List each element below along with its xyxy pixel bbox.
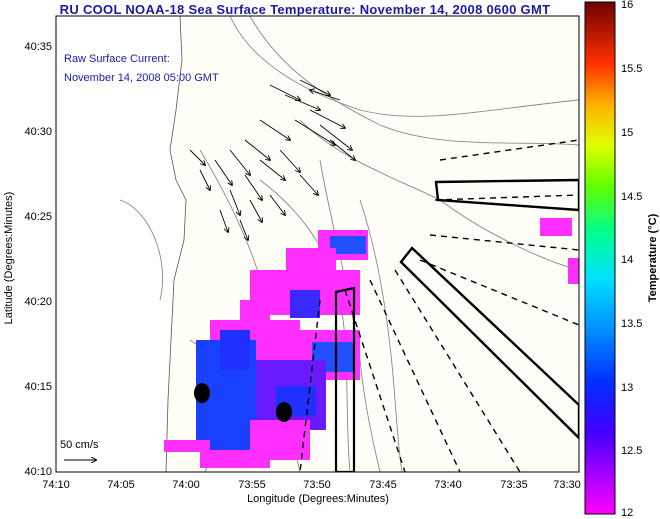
colorbar-tick: 13: [621, 382, 633, 394]
colorbar-tick: 14.5: [621, 191, 642, 203]
colorbar-tick: 14: [621, 254, 633, 266]
current-label-line2: November 14, 2008 05:00 GMT: [64, 72, 219, 84]
x-axis-label: Longitude (Degrees:Minutes): [247, 493, 389, 505]
coastline: [56, 16, 187, 472]
x-tick: 73:30: [553, 479, 581, 491]
y-tick: 40:30: [24, 126, 52, 138]
colorbar: 16 15.5 15 14.5 14 13.5 13 12.5 12 Tempe…: [584, 0, 659, 519]
x-tick: 73:55: [238, 479, 266, 491]
x-axis: 74:10 74:05 74:00 73:55 73:50 73:45 73:4…: [42, 479, 581, 505]
colorbar-gradient: [584, 1, 616, 515]
x-tick: 73:40: [434, 479, 462, 491]
y-tick: 40:15: [24, 381, 52, 393]
y-tick: 40:20: [24, 296, 52, 308]
current-label-line1: Raw Surface Current:: [64, 53, 170, 65]
x-tick: 73:50: [303, 479, 331, 491]
map-title: RU COOL NOAA-18 Sea Surface Temperature:…: [59, 2, 551, 17]
colorbar-tick: 12: [621, 507, 633, 519]
y-axis: 40:35 40:30 40:25 40:20 40:15 40:10 Lati…: [3, 41, 52, 478]
y-tick: 40:10: [24, 466, 52, 478]
y-axis-label: Latitude (Degrees:Minutes): [3, 192, 15, 325]
colorbar-tick: 15.5: [621, 63, 642, 75]
plot-frame: [55, 15, 580, 473]
colorbar-tick: 16: [621, 0, 633, 11]
x-tick: 74:10: [42, 479, 70, 491]
radar-site-marker: [276, 402, 292, 422]
y-tick: 40:35: [24, 41, 52, 53]
coverage-lines: [299, 139, 579, 472]
radar-site-marker: [194, 383, 210, 403]
y-tick: 40:25: [24, 211, 52, 223]
current-vectors: [189, 79, 355, 240]
colorbar-label: Temperature (°C): [647, 213, 659, 302]
x-tick: 73:45: [369, 479, 397, 491]
sst-pixels: [164, 218, 579, 468]
colorbar-tick: 12.5: [621, 445, 642, 457]
x-tick: 74:00: [172, 479, 200, 491]
scale-label: 50 cm/s: [60, 439, 99, 451]
x-tick: 74:05: [107, 479, 135, 491]
colorbar-tick: 13.5: [621, 318, 642, 330]
colorbar-tick: 15: [621, 127, 633, 139]
x-tick: 73:35: [500, 479, 528, 491]
